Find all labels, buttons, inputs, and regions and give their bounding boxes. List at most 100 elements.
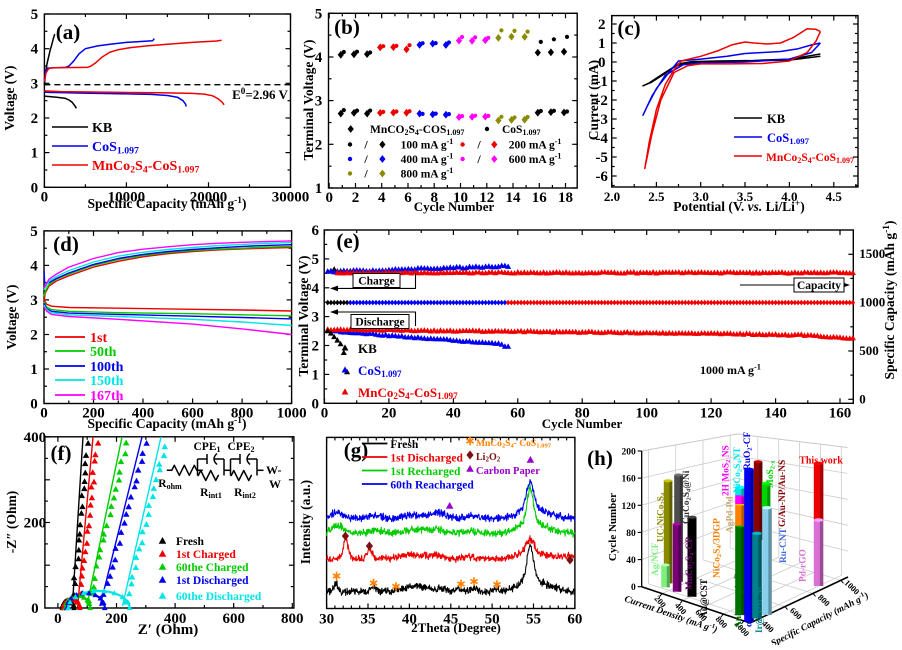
svg-text:600: 600 <box>181 406 204 422</box>
svg-text:35: 35 <box>361 612 376 628</box>
svg-text:Intensity (a.u.): Intensity (a.u.) <box>298 480 313 564</box>
svg-text:200: 200 <box>105 611 128 627</box>
svg-text:30000: 30000 <box>272 189 310 205</box>
svg-text:0: 0 <box>54 611 62 627</box>
svg-text:6: 6 <box>404 190 412 206</box>
svg-text:Cycle Number: Cycle Number <box>542 416 623 431</box>
svg-text:1: 1 <box>315 181 323 197</box>
svg-text:20: 20 <box>381 405 396 421</box>
svg-text:4: 4 <box>31 42 39 58</box>
svg-text:/: / <box>476 152 481 166</box>
svg-text:1000 mA g-1: 1000 mA g-1 <box>700 362 761 377</box>
svg-text:(h): (h) <box>587 446 613 470</box>
svg-text:0: 0 <box>321 405 329 421</box>
svg-text:CuCo2S4@Ni: CuCo2S4@Ni <box>682 470 693 524</box>
svg-text:160: 160 <box>621 475 636 485</box>
svg-text:W: W <box>269 477 281 491</box>
svg-text:40: 40 <box>626 556 636 566</box>
svg-text:Cycle Number: Cycle Number <box>607 493 619 561</box>
svg-text:Ru-CNT: Ru-CNT <box>779 527 789 563</box>
svg-text:800: 800 <box>281 611 304 627</box>
svg-text:Voltage (V): Voltage (V) <box>2 65 17 130</box>
svg-text:Cycle Number: Cycle Number <box>414 199 495 214</box>
svg-text:5: 5 <box>31 7 39 23</box>
svg-text:Anisotropic P: Anisotropic P <box>734 573 744 628</box>
svg-text:6: 6 <box>311 223 319 239</box>
svg-text:120: 120 <box>621 502 636 512</box>
svg-text:1000: 1000 <box>277 406 307 422</box>
svg-text:3: 3 <box>30 293 38 309</box>
svg-text:400: 400 <box>24 430 47 446</box>
svg-text:Li2O2: Li2O2 <box>476 452 501 464</box>
svg-text:3: 3 <box>315 94 323 110</box>
svg-text:18: 18 <box>558 190 573 206</box>
svg-text:400 mA g-1: 400 mA g-1 <box>401 152 454 166</box>
svg-text:Terminal Voltage (V): Terminal Voltage (V) <box>296 256 311 377</box>
svg-text:Pd-rGO: Pd-rGO <box>799 549 809 582</box>
svg-text:/: / <box>363 138 368 152</box>
svg-text:-2: -2 <box>595 93 608 109</box>
svg-text:12: 12 <box>479 190 494 206</box>
svg-text:16: 16 <box>532 190 548 206</box>
svg-text:MnCo2S4-CoS1.097: MnCo2S4-CoS1.097 <box>766 152 854 165</box>
svg-text:1st Charged: 1st Charged <box>176 549 236 561</box>
svg-text:4: 4 <box>315 50 323 66</box>
svg-text:60the Discharged: 60the Discharged <box>176 591 262 603</box>
svg-text:Rint2: Rint2 <box>234 487 256 500</box>
svg-text:Voltage (V): Voltage (V) <box>4 284 19 349</box>
svg-text:Z′ (Ohm): Z′ (Ohm) <box>138 622 198 638</box>
svg-text:MnCo2S4-CoS1.097: MnCo2S4-CoS1.097 <box>358 385 458 401</box>
svg-text:200: 200 <box>24 516 47 532</box>
svg-text:-4: -4 <box>595 131 608 147</box>
svg-text:2: 2 <box>31 111 39 127</box>
svg-text:4.0: 4.0 <box>781 189 797 204</box>
svg-text:160: 160 <box>829 405 852 421</box>
svg-text:0: 0 <box>311 396 319 412</box>
svg-text:Rohm: Rohm <box>158 478 182 491</box>
svg-text:2.5: 2.5 <box>648 189 665 204</box>
svg-text:40: 40 <box>446 405 461 421</box>
svg-text:(a): (a) <box>56 20 81 44</box>
svg-text:CoS1.097: CoS1.097 <box>92 140 139 156</box>
svg-text:1: 1 <box>598 36 606 52</box>
svg-text:MnCO2S4-COS1.097: MnCO2S4-COS1.097 <box>370 124 464 137</box>
svg-text:AgPd-Pd: AgPd-Pd <box>726 496 736 533</box>
svg-text:400: 400 <box>164 611 187 627</box>
svg-text:Fresh: Fresh <box>176 536 205 548</box>
svg-text:100: 100 <box>635 405 658 421</box>
svg-text:0: 0 <box>40 406 48 422</box>
svg-text:800: 800 <box>231 406 254 422</box>
svg-text:5: 5 <box>30 224 38 240</box>
svg-text:1: 1 <box>30 362 38 378</box>
svg-text:600: 600 <box>222 611 245 627</box>
svg-text:CPE2: CPE2 <box>228 441 255 454</box>
svg-text:Carbon Paper: Carbon Paper <box>476 466 540 477</box>
svg-text:200 mA g-1: 200 mA g-1 <box>509 137 562 151</box>
svg-text:Rint1: Rint1 <box>200 487 222 500</box>
svg-text:E0=2.96 V: E0=2.96 V <box>232 86 288 102</box>
svg-text:CoS1.097: CoS1.097 <box>502 124 540 137</box>
svg-text:120: 120 <box>700 405 723 421</box>
svg-text:1st Recharged: 1st Recharged <box>390 466 461 478</box>
svg-text:0: 0 <box>31 180 39 196</box>
svg-text:2: 2 <box>30 328 38 344</box>
svg-text:30: 30 <box>319 612 334 628</box>
svg-text:20000: 20000 <box>190 189 228 205</box>
svg-text:NiCo2S4/3DGP: NiCo2S4/3DGP <box>713 518 724 578</box>
svg-text:4: 4 <box>311 281 319 297</box>
svg-text:600 mA g-1: 600 mA g-1 <box>509 152 562 166</box>
svg-text:-1: -1 <box>595 74 608 90</box>
svg-text:1st Discharged: 1st Discharged <box>390 453 463 465</box>
svg-text:(e): (e) <box>336 229 359 253</box>
svg-text:Current (mA): Current (mA) <box>586 60 601 140</box>
svg-text:60: 60 <box>567 612 582 628</box>
svg-text:40: 40 <box>402 612 417 628</box>
svg-text:(f): (f) <box>51 441 72 465</box>
svg-text:60: 60 <box>510 405 525 421</box>
svg-text:60th Reacharged: 60th Reacharged <box>390 480 474 492</box>
svg-text:Ir@NHCSs: Ir@NHCSs <box>755 586 765 633</box>
svg-text:1: 1 <box>31 146 39 162</box>
svg-text:50th: 50th <box>90 345 117 360</box>
svg-text:0: 0 <box>31 601 39 617</box>
svg-text:MoS2-x: MoS2-x <box>766 460 777 488</box>
